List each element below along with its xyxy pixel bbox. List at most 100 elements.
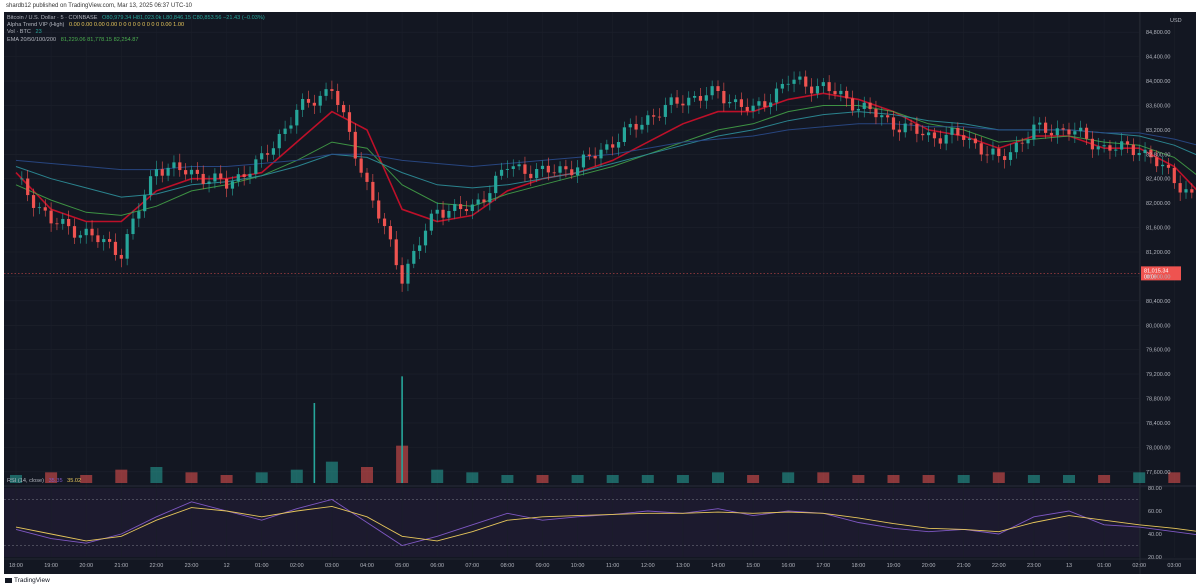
- candle-body[interactable]: [728, 102, 732, 104]
- candle-body[interactable]: [265, 153, 270, 155]
- candle-body[interactable]: [20, 178, 24, 180]
- candle-body[interactable]: [412, 250, 416, 264]
- candle-body[interactable]: [663, 104, 667, 117]
- candle-body[interactable]: [605, 144, 609, 150]
- candle-body[interactable]: [406, 263, 410, 284]
- chart-panel[interactable]: 81,015.34 00:00 USD 84,800.00 84,400.00 84,00…: [4, 12, 1196, 574]
- candle-body[interactable]: [576, 167, 580, 176]
- candle-body[interactable]: [745, 106, 749, 111]
- candle-body[interactable]: [850, 98, 855, 111]
- candle-body[interactable]: [552, 172, 556, 174]
- candle-body[interactable]: [932, 132, 937, 139]
- candle-body[interactable]: [985, 154, 989, 156]
- candle-body[interactable]: [839, 90, 843, 95]
- candle-body[interactable]: [125, 234, 129, 259]
- candle-body[interactable]: [113, 241, 118, 255]
- candle-body[interactable]: [312, 102, 316, 106]
- candle-body[interactable]: [581, 154, 586, 168]
- candle-body[interactable]: [72, 226, 77, 238]
- candle-body[interactable]: [26, 178, 30, 196]
- candle-body[interactable]: [1155, 157, 1159, 167]
- candle-body[interactable]: [634, 123, 638, 130]
- candle-body[interactable]: [166, 167, 170, 176]
- candle-body[interactable]: [804, 76, 808, 87]
- candle-body[interactable]: [897, 129, 901, 133]
- candle-body[interactable]: [429, 213, 433, 231]
- candle-body[interactable]: [289, 125, 293, 129]
- candle-body[interactable]: [353, 131, 357, 159]
- candle-body[interactable]: [423, 230, 428, 246]
- candle-body[interactable]: [102, 239, 106, 243]
- candle-body[interactable]: [652, 115, 656, 117]
- candle-body[interactable]: [909, 123, 913, 125]
- candle-body[interactable]: [698, 95, 703, 101]
- currency-label[interactable]: USD: [1170, 18, 1182, 24]
- candle-body[interactable]: [786, 83, 790, 85]
- candle-body[interactable]: [418, 245, 422, 251]
- candle-body[interactable]: [856, 108, 860, 111]
- candle-body[interactable]: [1049, 132, 1054, 136]
- candle-body[interactable]: [43, 207, 47, 211]
- candle-body[interactable]: [967, 138, 972, 140]
- candle-body[interactable]: [997, 148, 1001, 157]
- candle-body[interactable]: [798, 76, 802, 80]
- candle-body[interactable]: [494, 175, 498, 194]
- candle-body[interactable]: [365, 172, 369, 182]
- candle-body[interactable]: [441, 209, 445, 218]
- candle-body[interactable]: [1131, 144, 1135, 156]
- candle-body[interactable]: [535, 168, 539, 179]
- candle-body[interactable]: [687, 97, 691, 106]
- candle-body[interactable]: [1003, 156, 1007, 160]
- candle-body[interactable]: [874, 109, 878, 118]
- candle-body[interactable]: [540, 165, 545, 169]
- candle-body[interactable]: [172, 162, 176, 168]
- candle-body[interactable]: [31, 195, 36, 208]
- candle-body[interactable]: [827, 82, 831, 92]
- candle-body[interactable]: [1084, 127, 1089, 139]
- candle-body[interactable]: [611, 144, 615, 148]
- candle-body[interactable]: [646, 115, 650, 125]
- candle-body[interactable]: [529, 173, 533, 179]
- candle-body[interactable]: [137, 211, 141, 219]
- candle-body[interactable]: [201, 173, 205, 184]
- candle-body[interactable]: [96, 235, 100, 243]
- candle-body[interactable]: [628, 123, 632, 128]
- candle-body[interactable]: [371, 181, 375, 201]
- candle-body[interactable]: [1125, 141, 1130, 145]
- candle-body[interactable]: [1166, 164, 1171, 168]
- candle-body[interactable]: [242, 174, 246, 178]
- candle-body[interactable]: [488, 193, 492, 203]
- legend-symbol[interactable]: Bitcoin / U.S. Dollar · 5 · COINBASE: [7, 15, 98, 21]
- candle-body[interactable]: [464, 209, 469, 212]
- candle-body[interactable]: [248, 173, 252, 178]
- candle-body[interactable]: [1137, 153, 1141, 156]
- candle-body[interactable]: [704, 95, 708, 101]
- candle-body[interactable]: [1014, 142, 1018, 153]
- candle-body[interactable]: [681, 103, 685, 106]
- candle-body[interactable]: [763, 101, 767, 108]
- candle-body[interactable]: [342, 104, 346, 113]
- candle-body[interactable]: [154, 169, 158, 177]
- candle-body[interactable]: [769, 102, 773, 108]
- candle-body[interactable]: [318, 95, 322, 106]
- candle-body[interactable]: [511, 166, 515, 169]
- candle-body[interactable]: [1061, 128, 1065, 130]
- candle-body[interactable]: [160, 169, 164, 176]
- candle-body[interactable]: [979, 143, 983, 155]
- candle-body[interactable]: [37, 207, 41, 209]
- candle-body[interactable]: [459, 204, 463, 210]
- candle-body[interactable]: [886, 115, 890, 118]
- candle-body[interactable]: [84, 228, 88, 236]
- candle-body[interactable]: [108, 239, 112, 242]
- candle-body[interactable]: [61, 218, 65, 224]
- candle-body[interactable]: [271, 148, 275, 155]
- candle-body[interactable]: [1038, 122, 1042, 125]
- candle-body[interactable]: [453, 204, 457, 211]
- candle-body[interactable]: [833, 91, 837, 95]
- candle-body[interactable]: [1026, 139, 1030, 144]
- candle-body[interactable]: [476, 199, 480, 205]
- candle-body[interactable]: [657, 116, 662, 118]
- candle-body[interactable]: [189, 169, 194, 175]
- candle-body[interactable]: [148, 176, 153, 195]
